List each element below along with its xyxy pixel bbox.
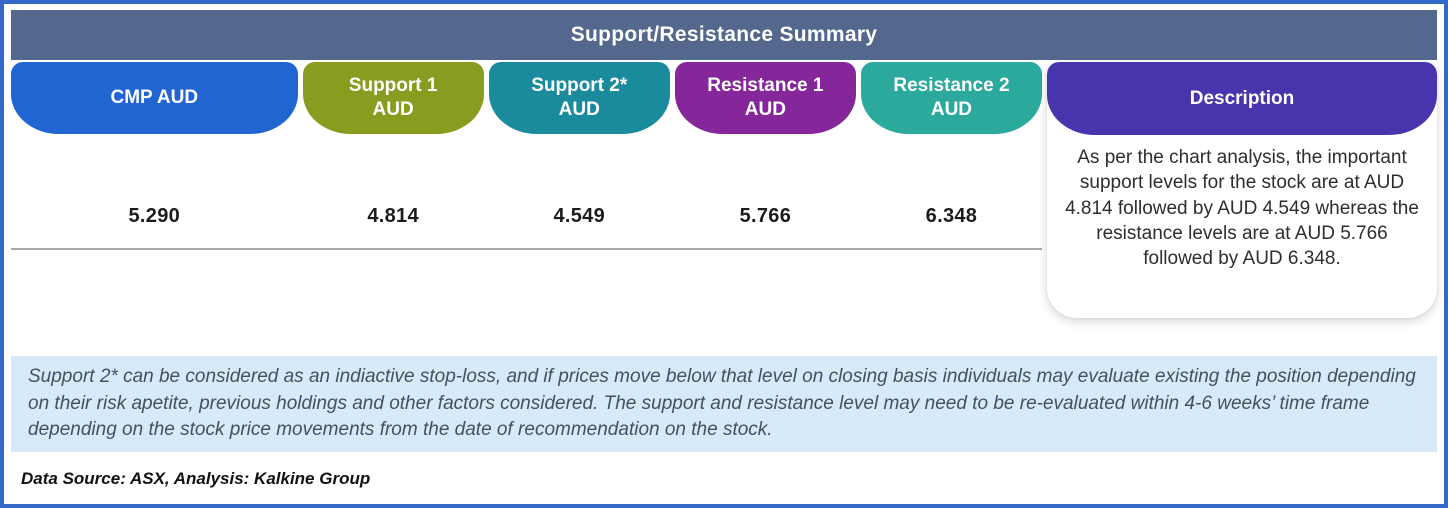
cell-value-resistance-2: 6.348	[925, 205, 978, 227]
column-header-resistance-2: Resistance 2 AUD	[860, 62, 1043, 135]
column-header-support-2: Support 2* AUD	[488, 62, 670, 135]
page-title: Support/Resistance Summary	[570, 23, 878, 46]
value-columns-group: CMP AUD 5.290 Support 1 AUD 4.814 Suppor…	[11, 62, 1043, 250]
column-label-description: Description	[1189, 87, 1295, 109]
cell-value-support-2: 4.549	[553, 205, 606, 227]
cell-value-cmp: 5.290	[128, 205, 181, 227]
footer: Data Source: ASX, Analysis: Kalkine Grou…	[11, 469, 1437, 489]
column-resistance-2: Resistance 2 AUD 6.348	[860, 62, 1043, 248]
cell-value-support-1: 4.814	[367, 205, 419, 227]
column-header-resistance-1: Resistance 1 AUD	[674, 62, 856, 135]
column-label-cmp: CMP AUD	[110, 87, 199, 109]
column-label-resistance-2: Resistance 2 AUD	[893, 75, 1010, 121]
cell-value-resistance-1: 5.766	[739, 205, 792, 227]
column-label-resistance-1: Resistance 1 AUD	[707, 75, 824, 121]
note-box: Support 2* can be considered as an india…	[11, 356, 1437, 452]
summary-table: CMP AUD 5.290 Support 1 AUD 4.814 Suppor…	[11, 62, 1437, 356]
column-cmp: CMP AUD 5.290	[11, 62, 298, 248]
column-label-support-2: Support 2* AUD	[531, 75, 628, 121]
column-header-support-1: Support 1 AUD	[302, 62, 484, 135]
title-bar: Support/Resistance Summary	[11, 10, 1437, 60]
description-text: As per the chart analysis, the important…	[1065, 147, 1419, 270]
column-label-support-1: Support 1 AUD	[348, 75, 438, 121]
column-header-cmp: CMP AUD	[11, 62, 298, 135]
data-source-text: Data Source: ASX, Analysis: Kalkine Grou…	[21, 469, 371, 488]
description-card: Description As per the chart analysis, t…	[1047, 62, 1437, 318]
column-support-2: Support 2* AUD 4.549	[488, 62, 670, 248]
note-text: Support 2* can be considered as an india…	[28, 365, 1416, 441]
column-support-1: Support 1 AUD 4.814	[302, 62, 484, 248]
column-header-description: Description	[1047, 62, 1437, 135]
column-resistance-1: Resistance 1 AUD 5.766	[674, 62, 856, 248]
